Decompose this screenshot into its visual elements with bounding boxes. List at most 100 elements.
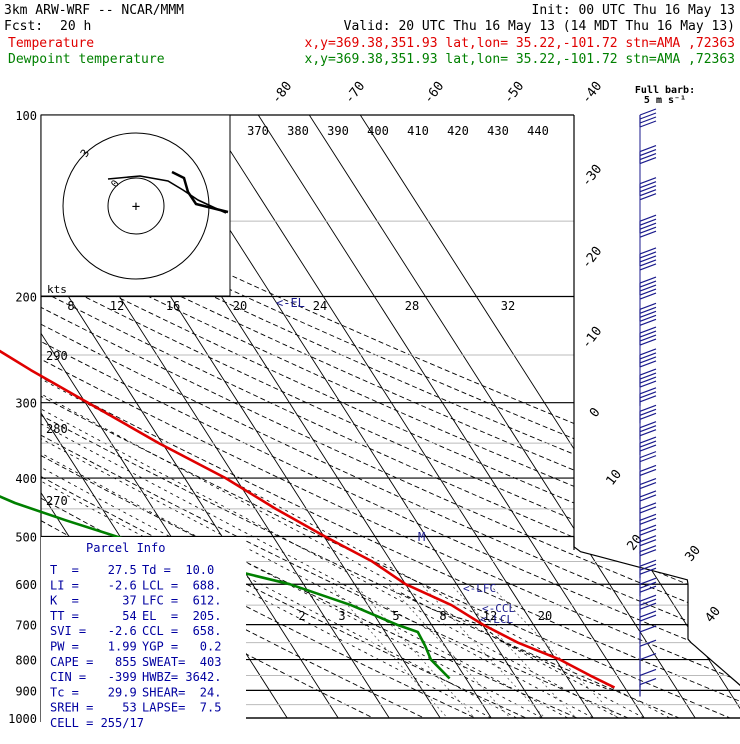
valid-time: Valid: 20 UTC Thu 16 May 13 (14 MDT Thu … [344,19,735,34]
wind-barb-flag [639,513,657,521]
wind-barb [639,214,657,238]
wind-barb-flag [639,468,657,476]
dewpoint-label: Dewpoint temperature [8,52,165,67]
fcst-hours: 20 h [60,19,91,34]
wind-barb-flag [639,429,657,437]
wind-barb-flag [639,451,657,459]
pressure-label: 400 [15,472,37,486]
temperature-tick-label: -20 [579,244,605,272]
wind-barb [639,502,657,521]
wind-barb-flag [639,539,657,547]
hodograph-units: kts [47,283,67,296]
wind-barb-flag [639,535,657,543]
wind-barb-flag [639,214,657,222]
wind-barb-flag [639,193,657,201]
wind-barb-flag [639,668,657,677]
mixing-ratio-label-lower: 3 [338,609,345,623]
parcel-info-right: LAPSE= 7.5 [142,701,221,715]
mixing-ratio-line [328,583,460,718]
m-marker: M [418,530,425,544]
wind-barb-flag [639,376,657,384]
wind-barb-flag [639,436,657,444]
isotherm-line [41,115,347,718]
wind-barb-flag [639,116,657,124]
wind-barb-flag [639,284,657,292]
wind-barb-flag [639,549,657,557]
temperature-location: x,y=369.38,351.93 lat,lon= 35.22,-101.72… [305,36,735,51]
wind-barb-flag [639,408,657,416]
temperature-tick-label: -30 [579,162,605,190]
wind-barb-flag [639,610,657,618]
hodograph: + 3 0 kts [40,114,231,297]
wind-barb-flag [639,395,657,403]
pressure-label: 100 [15,109,37,123]
wind-barb [639,247,657,271]
wind-barb-flag [639,517,657,525]
lcl-marker: <-LCL [480,613,513,626]
temperature-tick-label: -10 [579,324,605,352]
wind-barb-flag [639,368,657,376]
wind-barb-flag [639,372,657,380]
isotherm-line [342,115,740,718]
wind-barb-flag [639,226,657,234]
wind-barb [639,477,657,497]
pressure-label: 1000 [8,712,37,726]
parcel-info-title: Parcel Info [86,541,165,555]
wind-barb-flag [639,280,657,288]
wind-barb-flag [639,639,657,647]
mixing-ratio-label: 12 [110,299,124,313]
wind-barb-flag [639,120,657,128]
mixing-ratio-line [354,583,487,718]
mixing-ratio-label: 32 [501,299,515,313]
parcel-info-right: LFC = 612. [142,594,221,608]
isotherm-line [291,115,704,718]
wind-barb-flag [639,230,657,238]
wind-barb-flag [639,247,657,255]
wind-barb-flag [639,360,657,368]
wind-barb-flag [639,421,657,429]
dewpoint-line [0,495,451,680]
model-title: 3km ARW-WRF -- NCAR/MMM [4,3,184,18]
wind-barb-flag [639,602,657,610]
ccl-marker: <-CCL [482,602,515,615]
wind-barb-flag [639,310,657,318]
parcel-info-bg [41,537,246,730]
wind-barb [639,677,657,697]
isotherm-line [189,115,602,718]
wind-barb-flag [639,614,657,622]
temperature-tick-label: -60 [421,79,447,107]
wind-barb-flag [639,326,657,334]
parcel-info-left: CAPE = 855 [50,655,137,669]
temperature-tick-label: -50 [501,79,527,107]
parcel-info-right: YGP = 0.2 [142,640,221,654]
parcel-info-left: SVI = -2.6 [50,624,137,638]
mixing-ratio-label-lower: 20 [538,609,552,623]
wind-barb-flag [639,189,657,197]
wind-barb [639,594,657,614]
temperature-tick-label: 0 [587,405,604,420]
wind-barb [639,464,657,484]
parcel-info-right: HWBZ= 3642. [142,670,221,684]
temperature-tick-label: -70 [342,79,368,107]
wind-barb-flag [639,259,657,267]
wind-barb-flag [639,545,657,553]
pressure-label: 900 [15,684,37,698]
wind-barb-flag [639,263,657,271]
wind-barb-flag [639,318,657,326]
parcel-info-right: CCL = 658. [142,624,221,638]
wind-barb-flag [639,380,657,388]
wind-barb-flag [639,559,657,567]
theta-label: 380 [287,124,309,138]
level-annotations: <-EL <-LFC <-CCL <-LCL M [276,296,515,626]
wind-barb [639,668,657,688]
wind-barb-flag [639,348,657,356]
parcel-info-right: Td = 10.0 [142,563,214,577]
wind-barb [639,276,657,300]
wind-barb-flag [639,222,657,230]
wind-barb-flag [639,563,657,571]
pressure-label: 500 [15,530,37,544]
theta-label-lower: 280 [46,422,68,436]
mixing-ratio-label: 8 [67,299,74,313]
